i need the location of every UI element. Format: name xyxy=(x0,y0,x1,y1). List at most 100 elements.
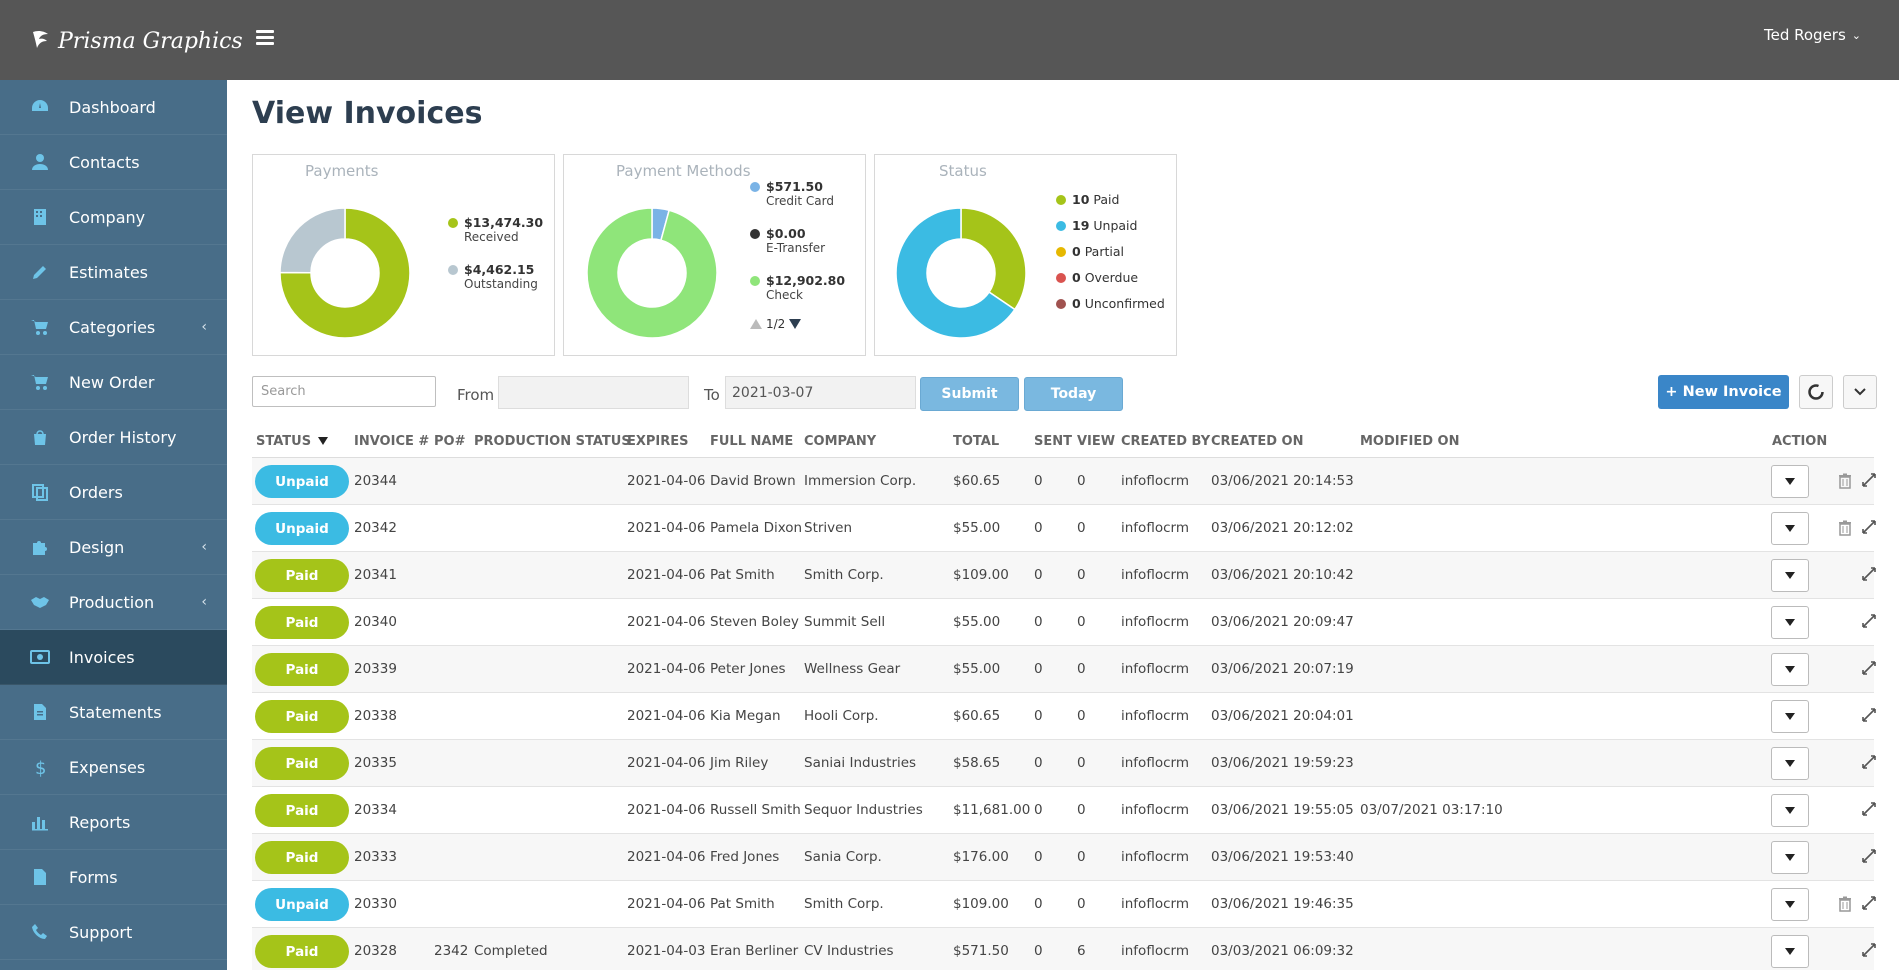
table-row[interactable]: Paid 20341 2021-04-06 Pat Smith Smith Corp. $… xyxy=(252,552,1876,599)
user-menu[interactable]: Ted Rogers ⌄ xyxy=(1764,26,1861,44)
col-full-name[interactable]: FULL NAME xyxy=(710,434,794,449)
sidebar-item-categories[interactable]: Categories ‹ xyxy=(0,300,227,355)
status-badge[interactable]: Paid xyxy=(255,606,349,639)
expand-icon[interactable] xyxy=(1862,849,1876,863)
expand-icon[interactable] xyxy=(1862,943,1876,957)
row-action-dropdown[interactable] xyxy=(1771,653,1809,686)
cell-created-on: 03/06/2021 19:55:05 xyxy=(1211,802,1354,818)
brand-logo[interactable]: Prisma Graphics xyxy=(30,26,243,56)
col-invoice[interactable]: INVOICE # xyxy=(354,434,430,449)
legend-unpaid: 19 Unpaid xyxy=(1056,218,1137,233)
col-sent[interactable]: SENT xyxy=(1034,434,1072,449)
col-created-by[interactable]: CREATED BY xyxy=(1121,434,1211,449)
expand-icon[interactable] xyxy=(1862,896,1876,910)
legend-label: Partial xyxy=(1084,244,1124,259)
sidebar-item-reports[interactable]: Reports xyxy=(0,795,227,850)
cell-modified-on: 03/07/2021 03:17:10 xyxy=(1360,802,1503,818)
sidebar-item-expenses[interactable]: $ Expenses xyxy=(0,740,227,795)
today-button[interactable]: Today xyxy=(1024,377,1123,411)
cell-view: 0 xyxy=(1077,708,1086,724)
row-action-dropdown[interactable] xyxy=(1771,841,1809,874)
row-action-dropdown[interactable] xyxy=(1771,888,1809,921)
status-badge[interactable]: Paid xyxy=(255,559,349,592)
table-row[interactable]: Unpaid 20342 2021-04-06 Pamela Dixon Striven… xyxy=(252,505,1876,552)
menu-toggle-icon[interactable] xyxy=(256,30,274,46)
sidebar-item-new-order[interactable]: New Order xyxy=(0,355,227,410)
trash-icon[interactable] xyxy=(1838,473,1852,489)
row-action-dropdown[interactable] xyxy=(1771,465,1809,498)
col-status[interactable]: STATUS xyxy=(256,434,329,449)
sidebar-item-support[interactable]: Support xyxy=(0,905,227,960)
pager-down-icon[interactable] xyxy=(789,319,802,329)
options-dropdown-button[interactable] xyxy=(1843,375,1877,409)
cell-full-name: Pat Smith xyxy=(710,896,775,912)
row-action-dropdown[interactable] xyxy=(1771,559,1809,592)
sidebar-item-statements[interactable]: Statements xyxy=(0,685,227,740)
status-badge[interactable]: Paid xyxy=(255,700,349,733)
pager-up-icon[interactable] xyxy=(750,319,762,329)
cell-total: $11,681.00 xyxy=(953,802,1031,818)
refresh-button[interactable] xyxy=(1799,375,1833,409)
trash-icon[interactable] xyxy=(1838,520,1852,536)
sidebar-item-company[interactable]: Company xyxy=(0,190,227,245)
expand-icon[interactable] xyxy=(1862,755,1876,769)
new-invoice-button[interactable]: + New Invoice xyxy=(1658,375,1789,409)
table-row[interactable]: Paid 20340 2021-04-06 Steven Boley Summit Se… xyxy=(252,599,1876,646)
sidebar-item-estimates[interactable]: Estimates xyxy=(0,245,227,300)
sidebar-item-forms[interactable]: Forms xyxy=(0,850,227,905)
row-action-dropdown[interactable] xyxy=(1771,512,1809,545)
status-badge[interactable]: Paid xyxy=(255,747,349,780)
from-date-input[interactable] xyxy=(498,376,689,409)
caret-down-icon xyxy=(1785,619,1795,626)
sidebar-item-label: Contacts xyxy=(69,152,140,172)
col-expires[interactable]: EXPIRES xyxy=(627,434,689,449)
status-badge[interactable]: Unpaid xyxy=(255,465,349,498)
sidebar-item-label: Statements xyxy=(69,702,162,722)
trash-icon[interactable] xyxy=(1838,896,1852,912)
expand-icon[interactable] xyxy=(1862,802,1876,816)
status-badge[interactable]: Paid xyxy=(255,841,349,874)
table-row[interactable]: Unpaid 20330 2021-04-06 Pat Smith Smith Corp… xyxy=(252,881,1876,928)
row-action-dropdown[interactable] xyxy=(1771,794,1809,827)
status-badge[interactable]: Paid xyxy=(255,653,349,686)
status-badge[interactable]: Unpaid xyxy=(255,888,349,921)
expand-icon[interactable] xyxy=(1862,473,1876,487)
row-action-dropdown[interactable] xyxy=(1771,747,1809,780)
row-action-dropdown[interactable] xyxy=(1771,700,1809,733)
sidebar-item-design[interactable]: Design ‹ xyxy=(0,520,227,575)
table-row[interactable]: Paid 20335 2021-04-06 Jim Riley Saniai Indus… xyxy=(252,740,1876,787)
table-row[interactable]: Paid 20333 2021-04-06 Fred Jones Sania Corp.… xyxy=(252,834,1876,881)
col-company[interactable]: COMPANY xyxy=(804,434,877,449)
search-input[interactable] xyxy=(252,376,436,407)
col-modified-on[interactable]: MODIFIED ON xyxy=(1360,434,1460,449)
table-row[interactable]: Paid 20338 2021-04-06 Kia Megan Hooli Corp. $… xyxy=(252,693,1876,740)
expand-icon[interactable] xyxy=(1862,614,1876,628)
cell-created-by: infoflocrm xyxy=(1121,896,1189,912)
sidebar-item-contacts[interactable]: Contacts xyxy=(0,135,227,190)
col-po[interactable]: PO# xyxy=(434,434,466,449)
table-row[interactable]: Paid 20339 2021-04-06 Peter Jones Wellness G… xyxy=(252,646,1876,693)
submit-button[interactable]: Submit xyxy=(920,377,1019,411)
status-badge[interactable]: Paid xyxy=(255,794,349,827)
expand-icon[interactable] xyxy=(1862,661,1876,675)
col-total[interactable]: TOTAL xyxy=(953,434,1000,449)
col-created-on[interactable]: CREATED ON xyxy=(1211,434,1304,449)
sidebar-item-dashboard[interactable]: Dashboard xyxy=(0,80,227,135)
row-action-dropdown[interactable] xyxy=(1771,935,1809,968)
to-date-input[interactable] xyxy=(725,376,916,409)
col-production-status[interactable]: PRODUCTION STATUS xyxy=(474,434,631,449)
expand-icon[interactable] xyxy=(1862,708,1876,722)
sidebar-item-orders[interactable]: Orders xyxy=(0,465,227,520)
expand-icon[interactable] xyxy=(1862,520,1876,534)
table-row[interactable]: Paid 20328 2342 Completed 2021-04-03 Eran Ber… xyxy=(252,928,1876,970)
sidebar-item-invoices[interactable]: Invoices xyxy=(0,630,227,685)
row-action-dropdown[interactable] xyxy=(1771,606,1809,639)
sidebar-item-order-history[interactable]: Order History xyxy=(0,410,227,465)
expand-icon[interactable] xyxy=(1862,567,1876,581)
status-badge[interactable]: Unpaid xyxy=(255,512,349,545)
table-row[interactable]: Unpaid 20344 2021-04-06 David Brown Immersio… xyxy=(252,458,1876,505)
table-row[interactable]: Paid 20334 2021-04-06 Russell Smith Sequor I… xyxy=(252,787,1876,834)
sidebar-item-production[interactable]: Production ‹ xyxy=(0,575,227,630)
status-badge[interactable]: Paid xyxy=(255,935,349,968)
col-view[interactable]: VIEW xyxy=(1077,434,1116,449)
